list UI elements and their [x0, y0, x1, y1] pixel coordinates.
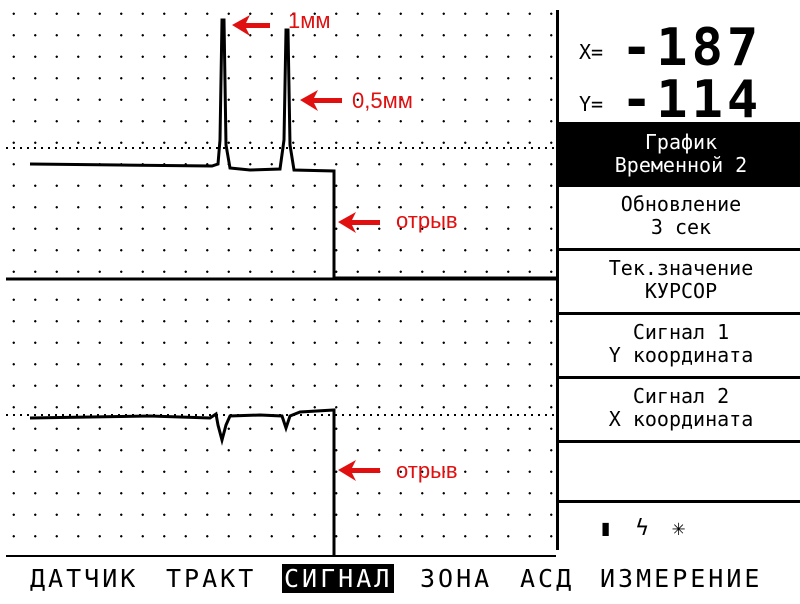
menu-signal-1[interactable]: Сигнал 1 Y координата	[559, 312, 800, 374]
menu-graph-type-line1: График	[644, 130, 718, 154]
y-value: -114	[621, 70, 763, 130]
bottom-menu: ДАТЧИК ТРАКТ СИГНАЛ ЗОНА АСД ИЗМЕРЕНИЕ	[0, 562, 800, 602]
annotation-arrows	[232, 15, 380, 481]
menu-signal-2-line1: Сигнал 2	[632, 384, 730, 408]
x-value: -187	[621, 18, 763, 78]
annotation-break-bottom: отрыв	[396, 458, 458, 483]
side-menu: X= -187 Y= -114 График Временной 2 Обнов…	[556, 10, 800, 550]
signal-2-graph	[0, 286, 556, 554]
signal-1-graph	[0, 0, 556, 278]
tab-sensor[interactable]: ДАТЧИК	[30, 564, 139, 593]
backlight-icon: ✳	[672, 516, 686, 541]
menu-signal-1-line1: Сигнал 1	[632, 320, 730, 344]
status-icons: ▮ ϟ ✳	[599, 516, 685, 541]
menu-current-value-line2: КУРСОР	[644, 279, 718, 303]
battery-icon: ▮	[599, 516, 613, 541]
menu-signal-2[interactable]: Сигнал 2 X координата	[559, 376, 800, 438]
tab-path[interactable]: ТРАКТ	[166, 564, 257, 593]
annotation-break-top: отрыв	[396, 208, 458, 233]
menu-graph-type-line2: Временной 2	[614, 153, 748, 177]
annotation-peak-1mm: 1мм	[288, 8, 331, 33]
power-icon: ϟ	[635, 516, 649, 541]
annotation-peak-05mm: 0,5мм	[352, 88, 413, 113]
menu-current-value[interactable]: Тек.значение КУРСОР	[559, 248, 800, 310]
menu-signal-1-line2: Y координата	[608, 343, 754, 367]
tab-asd[interactable]: АСД	[520, 564, 575, 593]
signal-1-trace	[29, 18, 556, 280]
signal-2-trace	[29, 408, 336, 556]
x-label: X=	[579, 40, 604, 64]
menu-signal-2-line2: X координата	[608, 407, 754, 431]
tab-zone[interactable]: ЗОНА	[420, 564, 493, 593]
tab-measurement[interactable]: ИЗМЕРЕНИЕ	[600, 564, 763, 593]
menu-graph-type[interactable]: График Временной 2	[559, 122, 800, 184]
menu-refresh-line2: 3 сек	[650, 215, 712, 239]
menu-current-value-line1: Тек.значение	[608, 256, 754, 280]
y-label: Y=	[579, 92, 604, 116]
menu-refresh[interactable]: Обновление 3 сек	[559, 184, 800, 246]
status-bar	[559, 500, 800, 550]
menu-empty-slot	[559, 440, 800, 500]
tab-signal[interactable]: СИГНАЛ	[282, 564, 395, 593]
signal-traces	[6, 15, 556, 557]
menu-refresh-line1: Обновление	[620, 192, 742, 216]
